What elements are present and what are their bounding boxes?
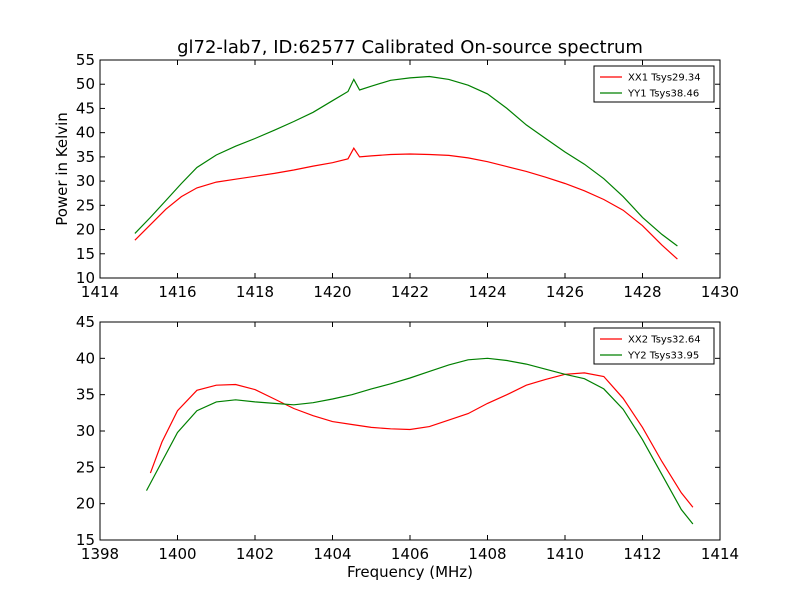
x-tick-label: 1426: [546, 283, 584, 301]
y-tick-label: 25: [76, 458, 95, 476]
x-tick-label: 1404: [313, 545, 351, 563]
y-tick-label: 25: [76, 196, 95, 214]
series-line-2-1: [149, 372, 694, 508]
legend-entry: XX1 Tsys29.34: [628, 73, 701, 84]
x-tick-label: 1414: [701, 545, 739, 563]
y-tick-label: 15: [76, 531, 95, 549]
x-tick-label: 1406: [391, 545, 429, 563]
x-tick-label: 1412: [623, 545, 661, 563]
y-tick-label: 30: [76, 422, 95, 440]
y-tick-label: 35: [76, 386, 95, 404]
legend: XX1 Tsys29.34 YY1 Tsys38.46: [593, 65, 715, 103]
y-tick-label: 20: [76, 495, 95, 513]
x-tick-label: 1422: [391, 283, 429, 301]
bottom-subplot: 1398 1400 1402 1404 1406 1408 1410 1412 1414 15 20…: [76, 313, 739, 563]
legend-entry: YY2 Tsys33.95: [627, 351, 699, 362]
top-subplot: 1414 1416 1418 1420 1422 1424 1426 1428 1430 10 15…: [76, 51, 739, 301]
y-tick-label: 45: [76, 99, 95, 117]
y-tick-label: 35: [76, 148, 95, 166]
x-axis-label: Frequency (MHz): [347, 563, 473, 581]
y-tick-label: 15: [76, 245, 95, 263]
x-tick-label: 1418: [236, 283, 274, 301]
y-tick-label: 40: [76, 124, 95, 142]
series-line-1-2: [134, 75, 678, 247]
y-axis-label: Power in Kelvin: [53, 112, 71, 226]
x-tick-label: 1400: [158, 545, 196, 563]
x-tick-label: 1398: [81, 545, 119, 563]
y-tick-label: 50: [76, 75, 95, 93]
series-line-2-2: [145, 357, 694, 525]
x-tick-label: 1424: [468, 283, 506, 301]
y-tick-label: 30: [76, 172, 95, 190]
x-tick-label: 1408: [468, 545, 506, 563]
x-tick-label: 1416: [158, 283, 196, 301]
legend-entry: XX2 Tsys32.64: [628, 335, 701, 346]
x-tick-label: 1420: [313, 283, 351, 301]
x-tick-label: 1430: [701, 283, 739, 301]
x-tick-label: 1402: [236, 545, 274, 563]
y-tick-label: 20: [76, 221, 95, 239]
legend-box: [593, 327, 715, 365]
legend: XX2 Tsys32.64 YY2 Tsys33.95: [593, 327, 715, 365]
x-tick-label: 1414: [81, 283, 119, 301]
chart-title: gl72-lab7, ID:62577 Calibrated On-source…: [177, 37, 643, 58]
x-tick-label: 1428: [623, 283, 661, 301]
legend-entry: YY1 Tsys38.46: [627, 89, 699, 100]
y-tick-label: 10: [76, 269, 95, 287]
y-tick-label: 45: [76, 313, 95, 331]
legend-box: [593, 65, 715, 103]
series-line-1-1: [134, 147, 678, 260]
y-tick-label: 55: [76, 51, 95, 69]
x-tick-label: 1410: [546, 545, 584, 563]
y-tick-label: 40: [76, 349, 95, 367]
